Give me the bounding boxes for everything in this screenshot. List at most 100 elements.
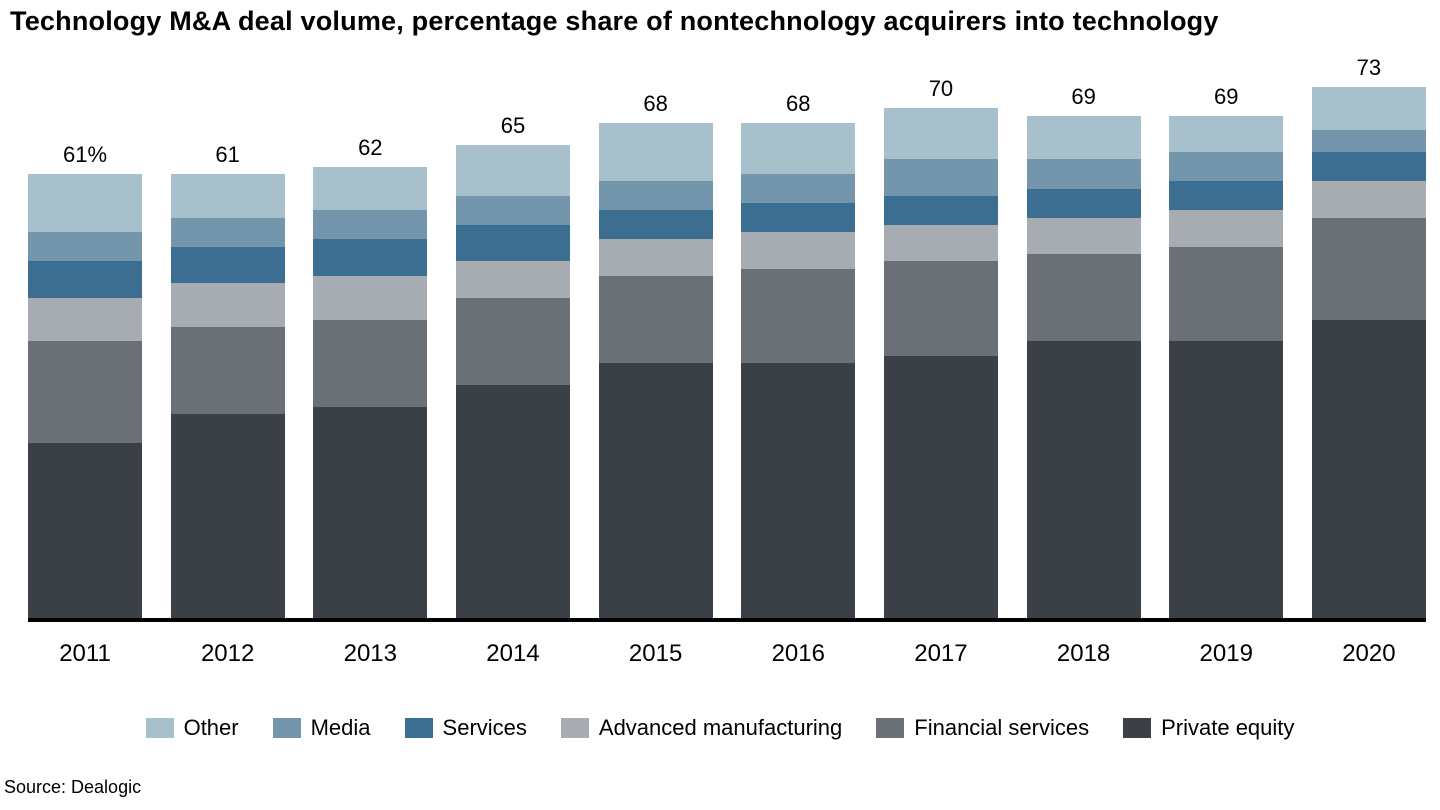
- x-label: 2015: [599, 640, 713, 668]
- segment-other: [313, 167, 427, 211]
- segment-financial_services: [741, 269, 855, 364]
- segment-services: [28, 261, 142, 297]
- segment-private_equity: [741, 363, 855, 618]
- segment-services: [1312, 152, 1426, 181]
- segment-other: [1312, 87, 1426, 131]
- segment-media: [884, 159, 998, 195]
- segment-financial_services: [1027, 254, 1141, 341]
- chart-page: Technology M&A deal volume, percentage s…: [0, 0, 1440, 810]
- segment-other: [1169, 116, 1283, 152]
- bar-2016: 68: [741, 91, 855, 618]
- segment-financial_services: [28, 341, 142, 443]
- x-label: 2014: [456, 640, 570, 668]
- bar-total-label: 69: [1214, 84, 1238, 110]
- legend-label: Financial services: [914, 715, 1089, 741]
- bar-total-label: 68: [643, 91, 667, 117]
- legend-swatch: [405, 718, 433, 738]
- segment-other: [171, 174, 285, 218]
- x-label: 2020: [1312, 640, 1426, 668]
- segment-other: [884, 108, 998, 159]
- segment-media: [1312, 130, 1426, 152]
- segment-services: [171, 247, 285, 283]
- stacked-bar: [741, 123, 855, 618]
- segment-advanced_manufacturing: [1027, 218, 1141, 254]
- segment-other: [599, 123, 713, 181]
- bar-total-label: 68: [786, 91, 810, 117]
- segment-services: [599, 210, 713, 239]
- segment-media: [28, 232, 142, 261]
- segment-advanced_manufacturing: [171, 283, 285, 327]
- stacked-bar: [456, 145, 570, 618]
- segment-private_equity: [28, 443, 142, 618]
- legend: Other Media Services Advanced manufacturing…: [0, 715, 1440, 741]
- legend-swatch: [273, 718, 301, 738]
- segment-private_equity: [1312, 320, 1426, 618]
- legend-label: Services: [443, 715, 527, 741]
- segment-financial_services: [1169, 247, 1283, 342]
- segment-private_equity: [884, 356, 998, 618]
- segment-media: [456, 196, 570, 225]
- plot-area: 61%616265686870696973: [28, 72, 1426, 622]
- segment-financial_services: [171, 327, 285, 414]
- segment-financial_services: [313, 320, 427, 407]
- x-label: 2016: [741, 640, 855, 668]
- x-label: 2018: [1027, 640, 1141, 668]
- legend-label: Other: [184, 715, 239, 741]
- segment-advanced_manufacturing: [884, 225, 998, 261]
- legend-swatch: [561, 718, 589, 738]
- segment-services: [1169, 181, 1283, 210]
- segment-financial_services: [884, 261, 998, 356]
- segment-other: [456, 145, 570, 196]
- legend-label: Advanced manufacturing: [599, 715, 842, 741]
- legend-swatch: [876, 718, 904, 738]
- segment-private_equity: [313, 407, 427, 618]
- legend-swatch: [146, 718, 174, 738]
- x-label: 2011: [28, 640, 142, 668]
- bar-total-label: 73: [1357, 55, 1381, 81]
- bar-total-label: 65: [501, 113, 525, 139]
- segment-services: [884, 196, 998, 225]
- segment-services: [456, 225, 570, 261]
- stacked-bar: [313, 167, 427, 618]
- segment-private_equity: [1027, 341, 1141, 618]
- segment-media: [599, 181, 713, 210]
- source-note: Source: Dealogic: [4, 777, 141, 798]
- segment-services: [313, 239, 427, 275]
- stacked-bar: [599, 123, 713, 618]
- segment-private_equity: [1169, 341, 1283, 618]
- bar-2012: 61: [171, 142, 285, 618]
- segment-media: [1027, 159, 1141, 188]
- segment-advanced_manufacturing: [1169, 210, 1283, 246]
- x-label: 2012: [171, 640, 285, 668]
- segment-media: [313, 210, 427, 239]
- segment-services: [1027, 189, 1141, 218]
- segment-advanced_manufacturing: [456, 261, 570, 297]
- legend-item-advanced_manufacturing: Advanced manufacturing: [561, 715, 842, 741]
- bar-2017: 70: [884, 76, 998, 618]
- stacked-bar: [28, 174, 142, 618]
- x-label: 2013: [313, 640, 427, 668]
- segment-other: [1027, 116, 1141, 160]
- bar-2020: 73: [1312, 55, 1426, 618]
- legend-item-private_equity: Private equity: [1123, 715, 1294, 741]
- legend-label: Private equity: [1161, 715, 1294, 741]
- segment-private_equity: [599, 363, 713, 618]
- bar-total-label: 69: [1071, 84, 1095, 110]
- segment-private_equity: [171, 414, 285, 618]
- segment-private_equity: [456, 385, 570, 618]
- segment-other: [741, 123, 855, 174]
- bar-2014: 65: [456, 113, 570, 618]
- bar-2013: 62: [313, 135, 427, 618]
- segment-advanced_manufacturing: [741, 232, 855, 268]
- segment-financial_services: [599, 276, 713, 363]
- stacked-bar: [171, 174, 285, 618]
- segment-media: [1169, 152, 1283, 181]
- legend-swatch: [1123, 718, 1151, 738]
- segment-advanced_manufacturing: [313, 276, 427, 320]
- legend-label: Media: [311, 715, 371, 741]
- bar-2019: 69: [1169, 84, 1283, 618]
- segment-media: [741, 174, 855, 203]
- bar-2018: 69: [1027, 84, 1141, 618]
- x-axis-labels: 2011201220132014201520162017201820192020: [28, 640, 1426, 668]
- stacked-bar: [884, 108, 998, 618]
